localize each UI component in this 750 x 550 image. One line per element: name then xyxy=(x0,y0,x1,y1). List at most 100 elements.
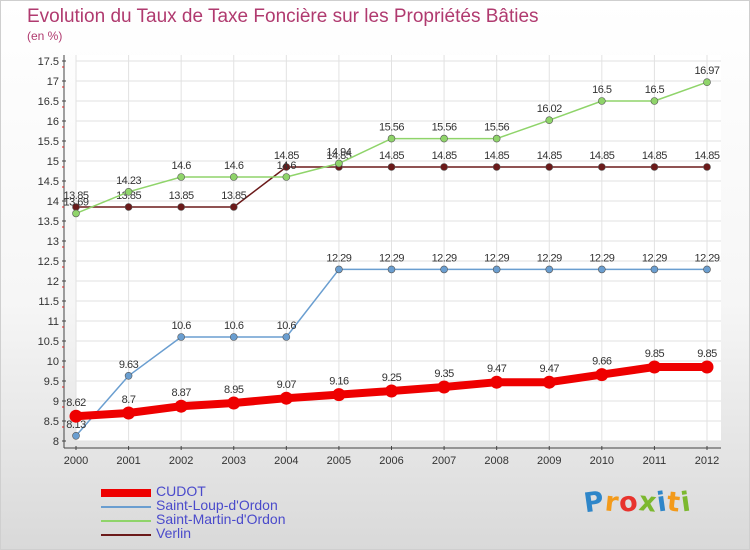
y-tick-label: 14.5 xyxy=(38,176,59,188)
data-point xyxy=(542,375,556,389)
data-label: 9.85 xyxy=(697,348,717,360)
data-label: 14.85 xyxy=(432,150,457,162)
data-label: 13.69 xyxy=(63,196,88,208)
x-tick-label: 2001 xyxy=(116,455,140,467)
data-point xyxy=(335,159,343,168)
data-point xyxy=(703,78,711,86)
data-point xyxy=(227,396,241,410)
y-tick-label: 13 xyxy=(47,236,59,248)
data-label: 8.87 xyxy=(171,387,191,399)
y-tick-label: 8 xyxy=(53,436,59,448)
data-point xyxy=(492,265,501,274)
y-tick-label: 12.5 xyxy=(38,256,59,268)
data-point xyxy=(177,173,185,181)
legend-label: CUDOT xyxy=(156,483,206,499)
data-point xyxy=(703,265,711,274)
data-point xyxy=(124,203,133,211)
data-point xyxy=(282,173,291,181)
data-point xyxy=(229,173,238,181)
x-tick-label: 2011 xyxy=(643,455,667,467)
data-label: 10.6 xyxy=(171,320,191,332)
y-tick-label: 11 xyxy=(48,316,59,328)
data-label: 10.6 xyxy=(224,320,244,332)
data-label: 12.29 xyxy=(642,252,667,264)
y-tick-label: 13.5 xyxy=(38,216,59,228)
y-tick-label: 11.5 xyxy=(38,296,59,308)
data-label: 13.85 xyxy=(116,190,141,202)
data-label: 9.66 xyxy=(592,356,612,368)
data-point xyxy=(598,265,606,274)
data-label: 13.85 xyxy=(63,190,88,202)
data-point xyxy=(229,203,238,211)
chart-title: Evolution du Taux de Taxe Foncière sur l… xyxy=(27,6,539,27)
data-point xyxy=(387,163,396,171)
y-tick-label: 9.5 xyxy=(44,376,59,388)
series-saint-loup-d-ordon: 8.13 9.63 10.6 10.6 10.6 12.29 12.29 12.29 12.29… xyxy=(66,252,720,440)
logo-letter: i xyxy=(679,486,694,519)
data-label: 14.85 xyxy=(484,150,509,162)
data-label: 14.6 xyxy=(224,160,244,172)
legend-swatch xyxy=(101,506,151,508)
data-point xyxy=(492,134,501,143)
x-tick-label: 2003 xyxy=(222,455,246,467)
data-point xyxy=(647,360,661,374)
data-point xyxy=(650,265,659,274)
x-tick-label: 2008 xyxy=(484,455,508,467)
x-tick-label: 2007 xyxy=(432,455,456,467)
data-point xyxy=(177,203,185,211)
data-point xyxy=(650,163,659,171)
data-point xyxy=(650,97,659,105)
data-point xyxy=(598,163,606,171)
x-tick-label: 2012 xyxy=(695,455,719,467)
data-point xyxy=(124,188,133,196)
data-label: 12.29 xyxy=(589,252,614,264)
data-label: 13.85 xyxy=(221,190,246,202)
data-point xyxy=(385,384,398,398)
data-label: 16.5 xyxy=(645,84,665,96)
y-tick-label: 14 xyxy=(47,196,59,208)
data-point xyxy=(282,333,291,341)
data-label: 12.29 xyxy=(694,252,719,264)
y-tick-label: 17.5 xyxy=(38,56,59,68)
x-tick-label: 2010 xyxy=(590,455,614,467)
data-label: 12.29 xyxy=(326,252,351,264)
data-point xyxy=(440,265,448,274)
data-point xyxy=(545,163,554,171)
y-tick-label: 15.5 xyxy=(38,136,59,148)
series-cudot: 8.62 8.7 8.87 8.95 9.07 9.16 9.25 9.35 9.47 9.47 9… xyxy=(66,348,718,423)
data-label: 14.85 xyxy=(326,150,351,162)
data-point xyxy=(69,409,83,423)
data-point xyxy=(279,391,293,405)
data-point xyxy=(229,333,238,341)
data-label: 14.6 xyxy=(171,160,191,172)
data-label: 14.6 xyxy=(277,160,297,172)
data-label: 9.63 xyxy=(119,359,139,371)
legend-label: Saint-Martin-d'Ordon xyxy=(156,511,286,527)
data-label: 8.95 xyxy=(224,384,244,396)
y-tick-label: 16.5 xyxy=(38,96,59,108)
data-label: 14.85 xyxy=(537,150,562,162)
legend-label: Saint-Loup-d'Ordon xyxy=(156,497,278,513)
data-point xyxy=(387,134,396,143)
data-label: 12.29 xyxy=(484,252,509,264)
data-point xyxy=(124,371,133,380)
data-label: 16.97 xyxy=(694,65,719,77)
data-label: 9.47 xyxy=(540,363,560,375)
data-label: 8.13 xyxy=(66,419,86,431)
data-label: 14.94 xyxy=(326,146,351,158)
data-point xyxy=(72,431,80,440)
data-point xyxy=(282,163,291,171)
data-point xyxy=(595,368,609,382)
data-label: 8.62 xyxy=(66,397,86,409)
data-point xyxy=(335,265,343,274)
x-tick-label: 2000 xyxy=(64,455,88,467)
data-point xyxy=(545,116,554,124)
x-tick-label: 2009 xyxy=(537,455,561,467)
data-label: 12.29 xyxy=(379,252,404,264)
legend-swatch xyxy=(101,520,151,522)
data-label: 15.56 xyxy=(432,122,457,134)
data-label: 8.7 xyxy=(122,394,136,406)
data-label: 14.85 xyxy=(274,150,299,162)
data-label: 12.29 xyxy=(432,252,457,264)
y-tick-label: 9 xyxy=(53,396,59,408)
